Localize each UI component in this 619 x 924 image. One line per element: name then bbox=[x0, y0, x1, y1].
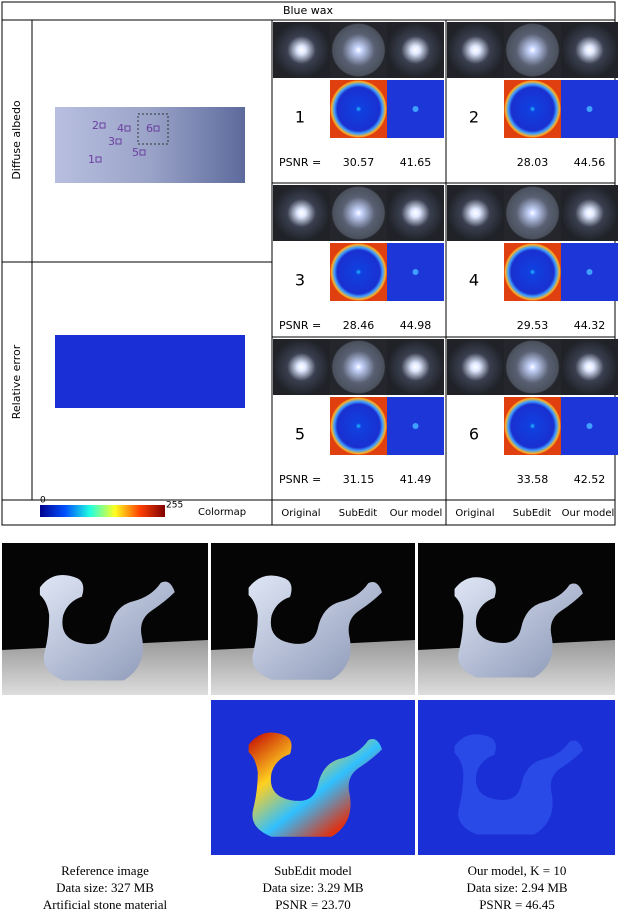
original-tile bbox=[273, 185, 330, 241]
psnr-ours: 44.32 bbox=[574, 319, 606, 332]
subedit-error bbox=[504, 80, 561, 138]
region-marker: 2 bbox=[92, 119, 99, 132]
column-label: Original bbox=[281, 508, 320, 519]
caption: Data size: 3.29 MB bbox=[262, 880, 363, 895]
albedo-image bbox=[55, 107, 245, 183]
psnr-ours: 42.52 bbox=[574, 473, 606, 486]
psnr-subedit: 31.15 bbox=[343, 473, 375, 486]
subedit-glow bbox=[506, 340, 560, 394]
ours-error-spot bbox=[587, 269, 593, 275]
psnr-ours: 44.98 bbox=[400, 319, 432, 332]
original-tile bbox=[447, 339, 504, 395]
psnr-subedit: 29.53 bbox=[517, 319, 549, 332]
subedit-glow bbox=[506, 23, 560, 77]
region-marker: 1 bbox=[88, 153, 95, 166]
column-label: Our model bbox=[390, 508, 443, 519]
psnr-label: PSNR = bbox=[279, 156, 321, 169]
caption: SubEdit model bbox=[274, 863, 352, 878]
subedit-glow bbox=[332, 23, 386, 77]
psnr-label: PSNR = bbox=[279, 473, 321, 486]
psnr-subedit: 28.46 bbox=[343, 319, 375, 332]
row-label: Relative error bbox=[10, 344, 23, 419]
original-tile bbox=[447, 22, 504, 78]
column-label: SubEdit bbox=[339, 508, 377, 519]
psnr-subedit: 30.57 bbox=[343, 156, 375, 169]
colormap-min: 0 bbox=[40, 496, 46, 506]
colormap-bar bbox=[40, 505, 165, 517]
region-marker: 3 bbox=[108, 135, 115, 148]
caption: Data size: 2.94 MB bbox=[466, 880, 567, 895]
column-label: SubEdit bbox=[513, 508, 551, 519]
ours-tile bbox=[561, 22, 618, 78]
column-label: Our model bbox=[562, 508, 615, 519]
ours-error-spot bbox=[413, 423, 419, 429]
region-marker: 5 bbox=[132, 146, 139, 159]
column-label: Original bbox=[455, 508, 494, 519]
subedit-error bbox=[330, 80, 387, 138]
psnr-label: PSNR = bbox=[279, 319, 321, 332]
caption: PSNR = 46.45 bbox=[479, 897, 555, 912]
cell-number: 6 bbox=[469, 425, 479, 444]
cell-number: 4 bbox=[469, 271, 479, 290]
ours-tile bbox=[387, 22, 444, 78]
cell-number: 5 bbox=[295, 425, 305, 444]
psnr-ours: 41.49 bbox=[400, 473, 432, 486]
ours-tile bbox=[561, 185, 618, 241]
subedit-error bbox=[504, 397, 561, 455]
row-label: Diffuse albedo bbox=[10, 100, 23, 180]
caption: Our model, K = 10 bbox=[468, 863, 567, 878]
subedit-glow bbox=[332, 186, 386, 240]
ours-tile bbox=[387, 185, 444, 241]
caption: Artificial stone material bbox=[43, 897, 168, 912]
region-marker: 4 bbox=[117, 122, 124, 135]
ours-error-spot bbox=[413, 269, 419, 275]
ours-error-spot bbox=[413, 106, 419, 112]
subedit-error bbox=[504, 243, 561, 301]
original-tile bbox=[273, 22, 330, 78]
caption: PSNR = 23.70 bbox=[275, 897, 351, 912]
subedit-error bbox=[330, 397, 387, 455]
caption: Data size: 327 MB bbox=[56, 880, 154, 895]
ours-error-spot bbox=[587, 423, 593, 429]
cell-number: 2 bbox=[469, 108, 479, 127]
figure: Blue wax Diffuse albedo Relative error 0… bbox=[0, 0, 619, 924]
ours-tile bbox=[561, 339, 618, 395]
ours-tile bbox=[387, 339, 444, 395]
original-tile bbox=[273, 339, 330, 395]
ours-error-spot bbox=[587, 106, 593, 112]
caption: Reference image bbox=[61, 863, 149, 878]
psnr-ours: 41.65 bbox=[400, 156, 432, 169]
psnr-subedit: 28.03 bbox=[517, 156, 549, 169]
original-tile bbox=[447, 185, 504, 241]
cell-number: 1 bbox=[295, 108, 305, 127]
error-image bbox=[55, 335, 245, 408]
cell-number: 3 bbox=[295, 271, 305, 290]
region-marker: 6 bbox=[146, 122, 153, 135]
psnr-ours: 44.56 bbox=[574, 156, 606, 169]
colormap-label: Colormap bbox=[198, 507, 246, 518]
subedit-glow bbox=[506, 186, 560, 240]
table-title: Blue wax bbox=[283, 4, 334, 17]
subedit-glow bbox=[332, 340, 386, 394]
subedit-error bbox=[330, 243, 387, 301]
psnr-subedit: 33.58 bbox=[517, 473, 549, 486]
colormap-max: 255 bbox=[166, 501, 183, 511]
